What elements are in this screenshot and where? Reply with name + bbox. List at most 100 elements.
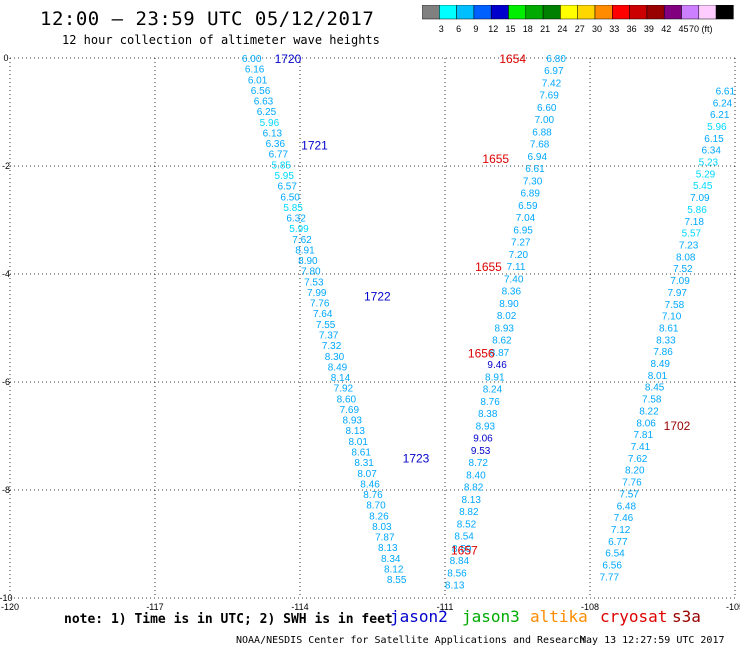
wave-height-value: 6.32: [286, 214, 306, 225]
wave-height-value: 7.30: [523, 176, 543, 187]
wave-height-value: 6.80: [546, 54, 566, 65]
wave-height-value: 7.09: [690, 193, 710, 204]
wave-height-value: 7.62: [292, 235, 312, 246]
wave-height-value: 7.58: [665, 300, 685, 311]
pass-time-label: 1720: [275, 52, 302, 66]
wave-height-value: 7.97: [668, 288, 688, 299]
wave-height-value: 8.91: [485, 372, 505, 383]
wave-height-value: 8.46: [360, 479, 380, 490]
wave-height-value: 8.31: [354, 458, 374, 469]
wave-height-value: 7.00: [535, 115, 555, 126]
wave-height-value: 7.18: [684, 217, 704, 228]
wave-height-value: 7.64: [313, 309, 333, 320]
wave-height-value: 8.84: [450, 556, 470, 567]
wave-height-value: 8.03: [372, 522, 392, 533]
wave-height-value: 7.68: [530, 140, 550, 151]
wave-height-value: 7.76: [622, 478, 642, 489]
y-tick-label: -2: [2, 161, 10, 171]
wave-height-value: 7.32: [322, 341, 342, 352]
wave-height-value: 5.57: [682, 229, 702, 240]
colorbar-label: 27: [575, 24, 585, 34]
wave-height-value: 5.29: [696, 169, 716, 180]
wave-height-value: 6.54: [605, 549, 625, 560]
wave-height-value: 8.52: [457, 519, 477, 530]
wave-height-value: 8.49: [328, 362, 348, 373]
wave-height-value: 8.56: [447, 568, 467, 579]
wave-height-value: 6.61: [716, 86, 736, 97]
wave-height-value: 8.36: [502, 287, 522, 298]
wave-height-value: 7.69: [340, 405, 360, 416]
y-tick-label: -6: [2, 377, 10, 387]
wave-height-value: 6.97: [544, 66, 564, 77]
wave-height-value: 8.55: [387, 575, 407, 586]
colorbar-label: 36: [627, 24, 637, 34]
wave-height-value: 8.70: [366, 501, 386, 512]
legend-s3a: s3a: [672, 607, 701, 626]
wave-height-value: 8.38: [478, 409, 498, 420]
wave-height-value: 7.77: [600, 572, 620, 583]
wave-height-value: 8.33: [656, 335, 676, 346]
wave-height-value: 7.27: [511, 238, 531, 249]
wave-height-value: 7.12: [611, 525, 631, 536]
wave-height-value: 7.53: [304, 277, 324, 288]
wave-height-value: 8.34: [381, 554, 401, 565]
wave-height-value: 8.22: [639, 406, 659, 417]
wave-height-value: 5.86: [687, 205, 707, 216]
wave-height-value: 8.90: [298, 256, 318, 267]
wave-height-value: 9.06: [473, 434, 493, 445]
wave-height-value: 5.96: [260, 118, 280, 129]
wave-height-value: 6.61: [525, 164, 545, 175]
wave-height-value: 5.23: [699, 158, 719, 169]
legend-jason3: jason3: [462, 607, 520, 626]
colorbar-label: 45: [678, 24, 688, 34]
wave-height-value: 7.10: [662, 312, 682, 323]
wave-height-value: 6.95: [513, 225, 533, 236]
wave-height-value: 8.08: [676, 252, 696, 263]
wave-height-value: 6.48: [617, 501, 637, 512]
wave-height-value: 5.85: [283, 203, 303, 214]
y-tick-label: -10: [0, 593, 13, 603]
wave-height-value: 6.57: [277, 182, 297, 193]
wave-height-value: 5.45: [693, 181, 713, 192]
wave-height-value: 8.61: [659, 323, 679, 334]
wave-height-value: 7.62: [628, 454, 648, 465]
colorbar-label: 18: [523, 24, 533, 34]
wave-height-value: 7.57: [619, 489, 639, 500]
wave-height-value: 8.93: [476, 421, 496, 432]
wave-height-value: 7.52: [673, 264, 693, 275]
generated-timestamp: May 13 12:27:59 UTC 2017: [580, 635, 725, 646]
wave-height-value: 8.87: [490, 348, 510, 359]
wave-height-value: 7.58: [642, 395, 662, 406]
wave-height-value: 7.04: [516, 213, 536, 224]
wave-height-value: 8.13: [378, 543, 398, 554]
wave-height-value: 7.23: [679, 240, 699, 251]
wave-height-value: 7.69: [539, 91, 559, 102]
colorbar-label: 39: [644, 24, 654, 34]
wave-height-value: 7.46: [614, 513, 634, 524]
wave-height-value: 8.49: [651, 359, 671, 370]
wave-height-value: 5.95: [274, 171, 294, 182]
colorbar-label: 6: [456, 24, 461, 34]
pass-time-label: 1702: [664, 419, 691, 433]
colorbar-label: 15: [505, 24, 515, 34]
wave-height-value: 7.42: [542, 78, 562, 89]
wave-height-value: 8.02: [497, 311, 517, 322]
wave-height-map: -120 -117 -114 -111 -108 -105 0 -2 -4 -6 -8 -10 6.00…: [0, 52, 740, 610]
wave-height-value: 8.82: [459, 507, 479, 518]
colorbar-label: 3: [439, 24, 444, 34]
pass-time-label: 1722: [364, 290, 391, 304]
wave-height-value: 6.59: [518, 201, 538, 212]
wave-height-value: 7.41: [631, 442, 651, 453]
x-tick-label: -114: [291, 602, 308, 610]
wave-height-value: 8.01: [648, 371, 668, 382]
wave-height-value: 8.61: [351, 447, 371, 458]
wave-height-value: 7.87: [375, 533, 395, 544]
wave-height-value: 8.54: [454, 532, 474, 543]
wave-height-value: 6.00: [242, 54, 262, 65]
wave-height-value: 5.85: [272, 160, 292, 171]
wave-height-value: 6.21: [710, 110, 730, 121]
footer-note: note: 1) Time is in UTC; 2) SWH is in fe…: [64, 612, 393, 627]
pass-time-label: 1721: [301, 138, 328, 152]
wave-height-value: 6.94: [528, 152, 548, 163]
wave-height-value: 6.24: [713, 98, 733, 109]
